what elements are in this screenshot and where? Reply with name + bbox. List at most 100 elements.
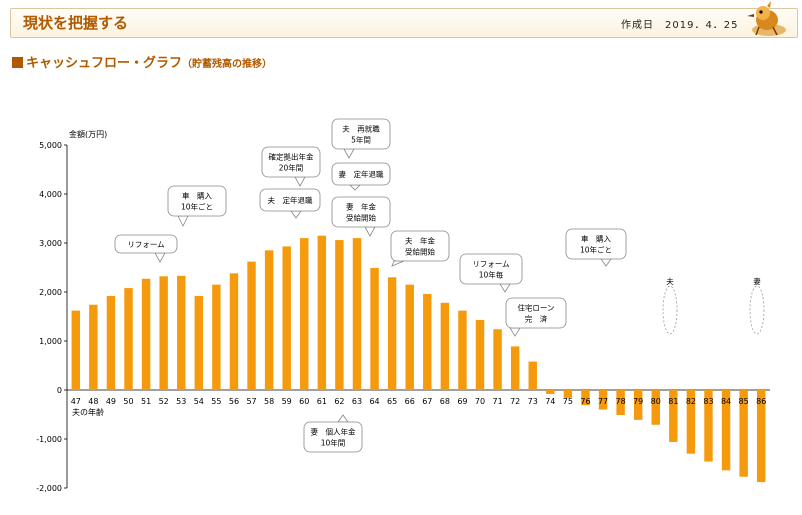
mascot-bird-icon xyxy=(747,1,786,36)
callout-text: 完 済 xyxy=(525,314,548,324)
callout-text: 車 購入 xyxy=(581,234,611,244)
x-tick-label: 65 xyxy=(387,397,397,406)
callout-box xyxy=(565,228,627,260)
callout-text: 10年毎 xyxy=(479,270,504,280)
bar-84 xyxy=(721,390,731,471)
y-tick-label: 5,000 xyxy=(39,141,62,150)
bar-73 xyxy=(528,361,537,390)
bar-77 xyxy=(598,390,608,410)
x-tick-label: 76 xyxy=(580,397,590,406)
callout-text: 車 購入 xyxy=(182,191,212,201)
callout-text: 受給開始 xyxy=(405,247,435,257)
x-tick-label: 64 xyxy=(369,397,379,406)
bar-55 xyxy=(212,284,221,390)
callout-text: 5年間 xyxy=(351,135,371,145)
callout-box xyxy=(303,421,363,453)
y-tick-label: 3,000 xyxy=(39,239,62,248)
x-tick-label: 52 xyxy=(159,397,169,406)
bar-83 xyxy=(704,390,713,462)
bar-75 xyxy=(563,390,573,398)
bar-70 xyxy=(475,319,485,390)
bar-80 xyxy=(651,390,660,425)
x-tick-label: 82 xyxy=(686,397,696,406)
callout-box xyxy=(167,185,227,217)
callout-pointer xyxy=(349,184,361,191)
x-tick-label: 48 xyxy=(88,397,98,406)
bar-48 xyxy=(89,304,98,390)
callout-pointer xyxy=(337,414,349,423)
x-tick-label: 67 xyxy=(422,397,432,406)
x-tick-label: 75 xyxy=(563,397,573,406)
chart-subtitle: キャッシュフロー・グラフ（貯蓄残高の推移） xyxy=(26,52,272,71)
subtitle-paren: （貯蓄残高の推移） xyxy=(182,59,273,70)
bar-50 xyxy=(124,288,133,390)
x-tick-label: 51 xyxy=(141,397,151,406)
bar-47 xyxy=(71,310,81,390)
x-tick-label: 79 xyxy=(633,397,643,406)
x-tick-label: 60 xyxy=(299,397,309,406)
bar-61 xyxy=(317,235,327,390)
bar-86 xyxy=(756,390,766,483)
bar-79 xyxy=(633,390,643,420)
x-axis-title: 夫の年齢 xyxy=(72,407,104,417)
callout-text: 妻 年金 xyxy=(346,202,376,212)
x-tick-label: 71 xyxy=(492,397,502,406)
x-tick-label: 68 xyxy=(440,397,450,406)
y-tick-label: 1,000 xyxy=(39,337,62,346)
subtitle-marker xyxy=(12,57,23,68)
y-tick-label: 2,000 xyxy=(39,288,62,297)
callout-text: 確定拠出年金 xyxy=(269,152,314,162)
callout-text: 夫 年金 xyxy=(405,236,435,246)
callout-text: 妻 定年退職 xyxy=(339,169,384,179)
x-tick-label: 61 xyxy=(317,397,327,406)
bar-59 xyxy=(282,246,291,390)
subtitle-main: キャッシュフロー・グラフ xyxy=(26,56,183,71)
bar-63 xyxy=(352,238,362,390)
x-tick-label: 85 xyxy=(739,397,749,406)
x-tick-label: 49 xyxy=(106,397,116,406)
callout-text: 10年ごと xyxy=(580,245,612,255)
creation-date: 作成日 2019．4．25 xyxy=(621,20,739,31)
x-tick-label: 81 xyxy=(668,397,678,406)
callout-text: リフォーム xyxy=(472,260,509,269)
bar-51 xyxy=(141,278,151,390)
callout-pointer xyxy=(391,260,405,267)
header-bar: 現状を把握する 作成日 2019．4．25 xyxy=(10,8,798,38)
y-axis-title: 金額(万円) xyxy=(69,129,107,139)
x-tick-label: 56 xyxy=(229,397,239,406)
callout-box xyxy=(505,297,567,329)
bar-57 xyxy=(247,261,256,390)
annotation-marker xyxy=(749,285,765,335)
x-tick-label: 53 xyxy=(176,397,186,406)
x-tick-label: 69 xyxy=(457,397,467,406)
bar-65 xyxy=(387,277,397,390)
bar-67 xyxy=(423,293,432,390)
callout-pointer xyxy=(343,148,355,159)
x-tick-label: 84 xyxy=(721,397,731,406)
x-tick-label: 78 xyxy=(616,397,626,406)
x-tick-label: 58 xyxy=(264,397,274,406)
x-tick-label: 86 xyxy=(756,397,766,406)
callout-box xyxy=(114,234,178,254)
x-tick-label: 73 xyxy=(528,397,538,406)
callout-pointer xyxy=(600,258,612,267)
y-tick-label: 0 xyxy=(57,386,62,395)
annotation-marker xyxy=(662,285,678,335)
x-tick-label: 57 xyxy=(246,397,256,406)
x-tick-label: 77 xyxy=(598,397,608,406)
callout-box xyxy=(331,162,391,186)
bar-54 xyxy=(194,295,204,390)
annotation-label: 夫 xyxy=(666,276,674,286)
callout-pointer xyxy=(364,226,376,237)
x-tick-label: 50 xyxy=(123,397,133,406)
callout-box xyxy=(331,118,391,150)
callout-text: 妻 個人年金 xyxy=(311,427,356,437)
bar-81 xyxy=(669,390,678,442)
callout-text: 夫 再就職 xyxy=(342,124,380,134)
bar-56 xyxy=(229,273,239,390)
y-tick-label: -2,000 xyxy=(36,484,62,493)
callout-box xyxy=(390,230,450,262)
x-tick-label: 59 xyxy=(282,397,292,406)
bar-52 xyxy=(159,276,168,390)
